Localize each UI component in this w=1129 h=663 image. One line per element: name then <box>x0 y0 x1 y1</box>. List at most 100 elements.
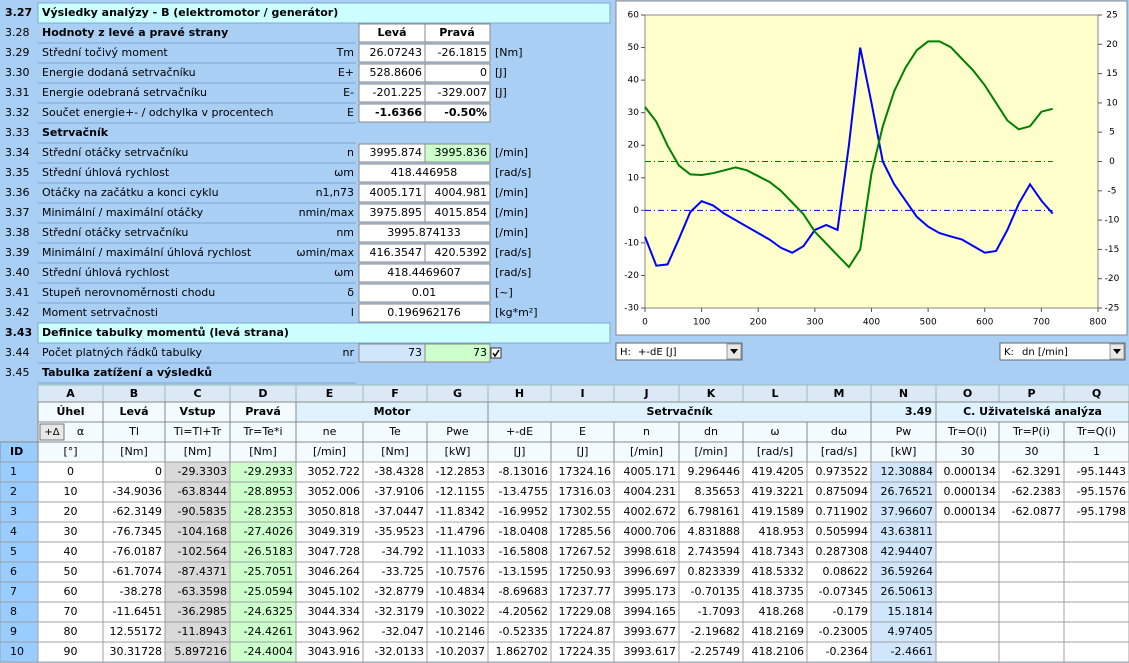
checkbox[interactable] <box>490 347 502 359</box>
row-number: 3.29 <box>5 46 30 59</box>
y-tick-label: 0 <box>633 206 639 216</box>
header-text: E <box>579 425 586 438</box>
cell-text: -11.6451 <box>113 605 162 618</box>
column-letter: J <box>643 387 648 400</box>
cell-text: -11.8943 <box>178 625 227 638</box>
header-text: Úhel <box>57 405 85 418</box>
value-cell <box>358 283 491 303</box>
row-number: 3.35 <box>5 166 30 179</box>
value-right: 73 <box>473 346 487 359</box>
cell-text: -2.19682 <box>691 625 740 638</box>
table-cell <box>0 541 39 563</box>
table-cell <box>0 601 39 623</box>
cell-text: 5 <box>10 545 17 558</box>
cell-text: 3043.962 <box>308 625 361 638</box>
cell-text: -0.2364 <box>826 645 868 658</box>
cell-text: 90 <box>64 645 78 658</box>
unit: [/min] <box>495 146 528 159</box>
header-text: [/min] <box>630 445 663 458</box>
cell-text: 419.1589 <box>752 505 805 518</box>
cell-text: -62.3149 <box>113 505 162 518</box>
column-letter: H <box>515 387 524 400</box>
header-text: Tl <box>128 425 139 438</box>
header-text: dω <box>831 425 847 438</box>
x-tick-label: 200 <box>750 318 767 328</box>
table-cell <box>1063 561 1129 583</box>
y-tick-label: 20 <box>628 141 640 151</box>
cell-text: -34.792 <box>382 545 424 558</box>
cell-text: 37.96607 <box>881 505 934 518</box>
symbol: nmin/max <box>299 206 355 219</box>
header-text: 3.49 <box>905 405 932 418</box>
unit: [/min] <box>495 186 528 199</box>
y2-tick-label: -10 <box>1105 216 1120 226</box>
angle-button[interactable] <box>39 423 65 441</box>
value-left: Levá <box>377 26 406 39</box>
cell-text: 4 <box>10 525 17 538</box>
cell-text: 30 <box>64 525 78 538</box>
header-text: [J] <box>514 445 526 458</box>
x-tick-label: 300 <box>806 318 823 328</box>
cell-text: 419.3221 <box>752 485 805 498</box>
cell-text: 418.2106 <box>752 645 805 658</box>
symbol: E+ <box>338 66 354 79</box>
row-label: Tabulka zatížení a výsledků <box>42 366 212 379</box>
column-letter: C <box>193 387 201 400</box>
table-cell <box>935 621 1000 643</box>
row-label: Hodnoty z levé a pravé strany <box>42 26 228 39</box>
row-number: 3.33 <box>5 126 30 139</box>
column-letter: A <box>66 387 75 400</box>
cell-text: 3993.617 <box>624 645 677 658</box>
value-left: 416.3547 <box>370 246 423 259</box>
y-tick-label: 10 <box>628 173 640 183</box>
row-label: Minimální / maximální úhlová rychlost <box>42 246 252 259</box>
symbol: n1,n73 <box>316 186 354 199</box>
y2-tick-label: -20 <box>1105 274 1120 284</box>
row-label: Počet platných řádků tabulky <box>42 346 202 359</box>
cell-text: 3 <box>10 505 17 518</box>
cell-text: -32.047 <box>382 625 424 638</box>
header-text: Vstup <box>179 405 215 418</box>
cell-text: 17267.52 <box>559 545 612 558</box>
section-header <box>37 322 611 344</box>
column-letter: D <box>258 387 267 400</box>
table-cell <box>998 641 1065 663</box>
cell-text: -62.2383 <box>1012 485 1061 498</box>
cell-text: -95.1576 <box>1077 485 1126 498</box>
header-text: 1 <box>1093 445 1100 458</box>
cell-text: 17224.35 <box>559 645 612 658</box>
column-letter: F <box>391 387 399 400</box>
dropdown[interactable] <box>999 342 1126 361</box>
header-text: Tr=O(i) <box>947 425 987 438</box>
row-number: 3.45 <box>5 366 30 379</box>
x-tick-label: 600 <box>976 318 993 328</box>
table-cell <box>0 581 39 603</box>
value-left: 3975.895 <box>370 206 423 219</box>
value-cell <box>424 243 491 263</box>
value: 418.446958 <box>391 166 457 179</box>
y2-tick-label: -25 <box>1105 304 1120 314</box>
table-cell <box>998 541 1065 563</box>
value: 418.4469607 <box>387 266 460 279</box>
cell-text: 3998.618 <box>624 545 677 558</box>
cell-text: -27.4026 <box>244 525 293 538</box>
value-right: 0 <box>480 66 487 79</box>
cell-text: 3044.334 <box>308 605 361 618</box>
y-tick-label: 30 <box>628 108 640 118</box>
y2-tick-label: 25 <box>1106 11 1117 21</box>
column-letter: I <box>580 387 584 400</box>
dropdown[interactable] <box>615 342 743 361</box>
cell-text: 36.59264 <box>881 565 934 578</box>
value-cell <box>424 183 491 203</box>
row-label: Definice tabulky momentů (levá strana) <box>42 326 289 339</box>
header-text: [rad/s] <box>821 445 857 458</box>
symbol: Tm <box>336 46 354 59</box>
cell-text: -104.168 <box>178 525 227 538</box>
header-text: [Nm] <box>249 445 277 458</box>
column-letter: P <box>1027 387 1035 400</box>
unit: [rad/s] <box>495 246 531 259</box>
cell-text: 26.76521 <box>881 485 934 498</box>
cell-text: 3047.728 <box>308 545 361 558</box>
cell-text: -26.5183 <box>244 545 293 558</box>
series-line <box>644 47 1054 267</box>
